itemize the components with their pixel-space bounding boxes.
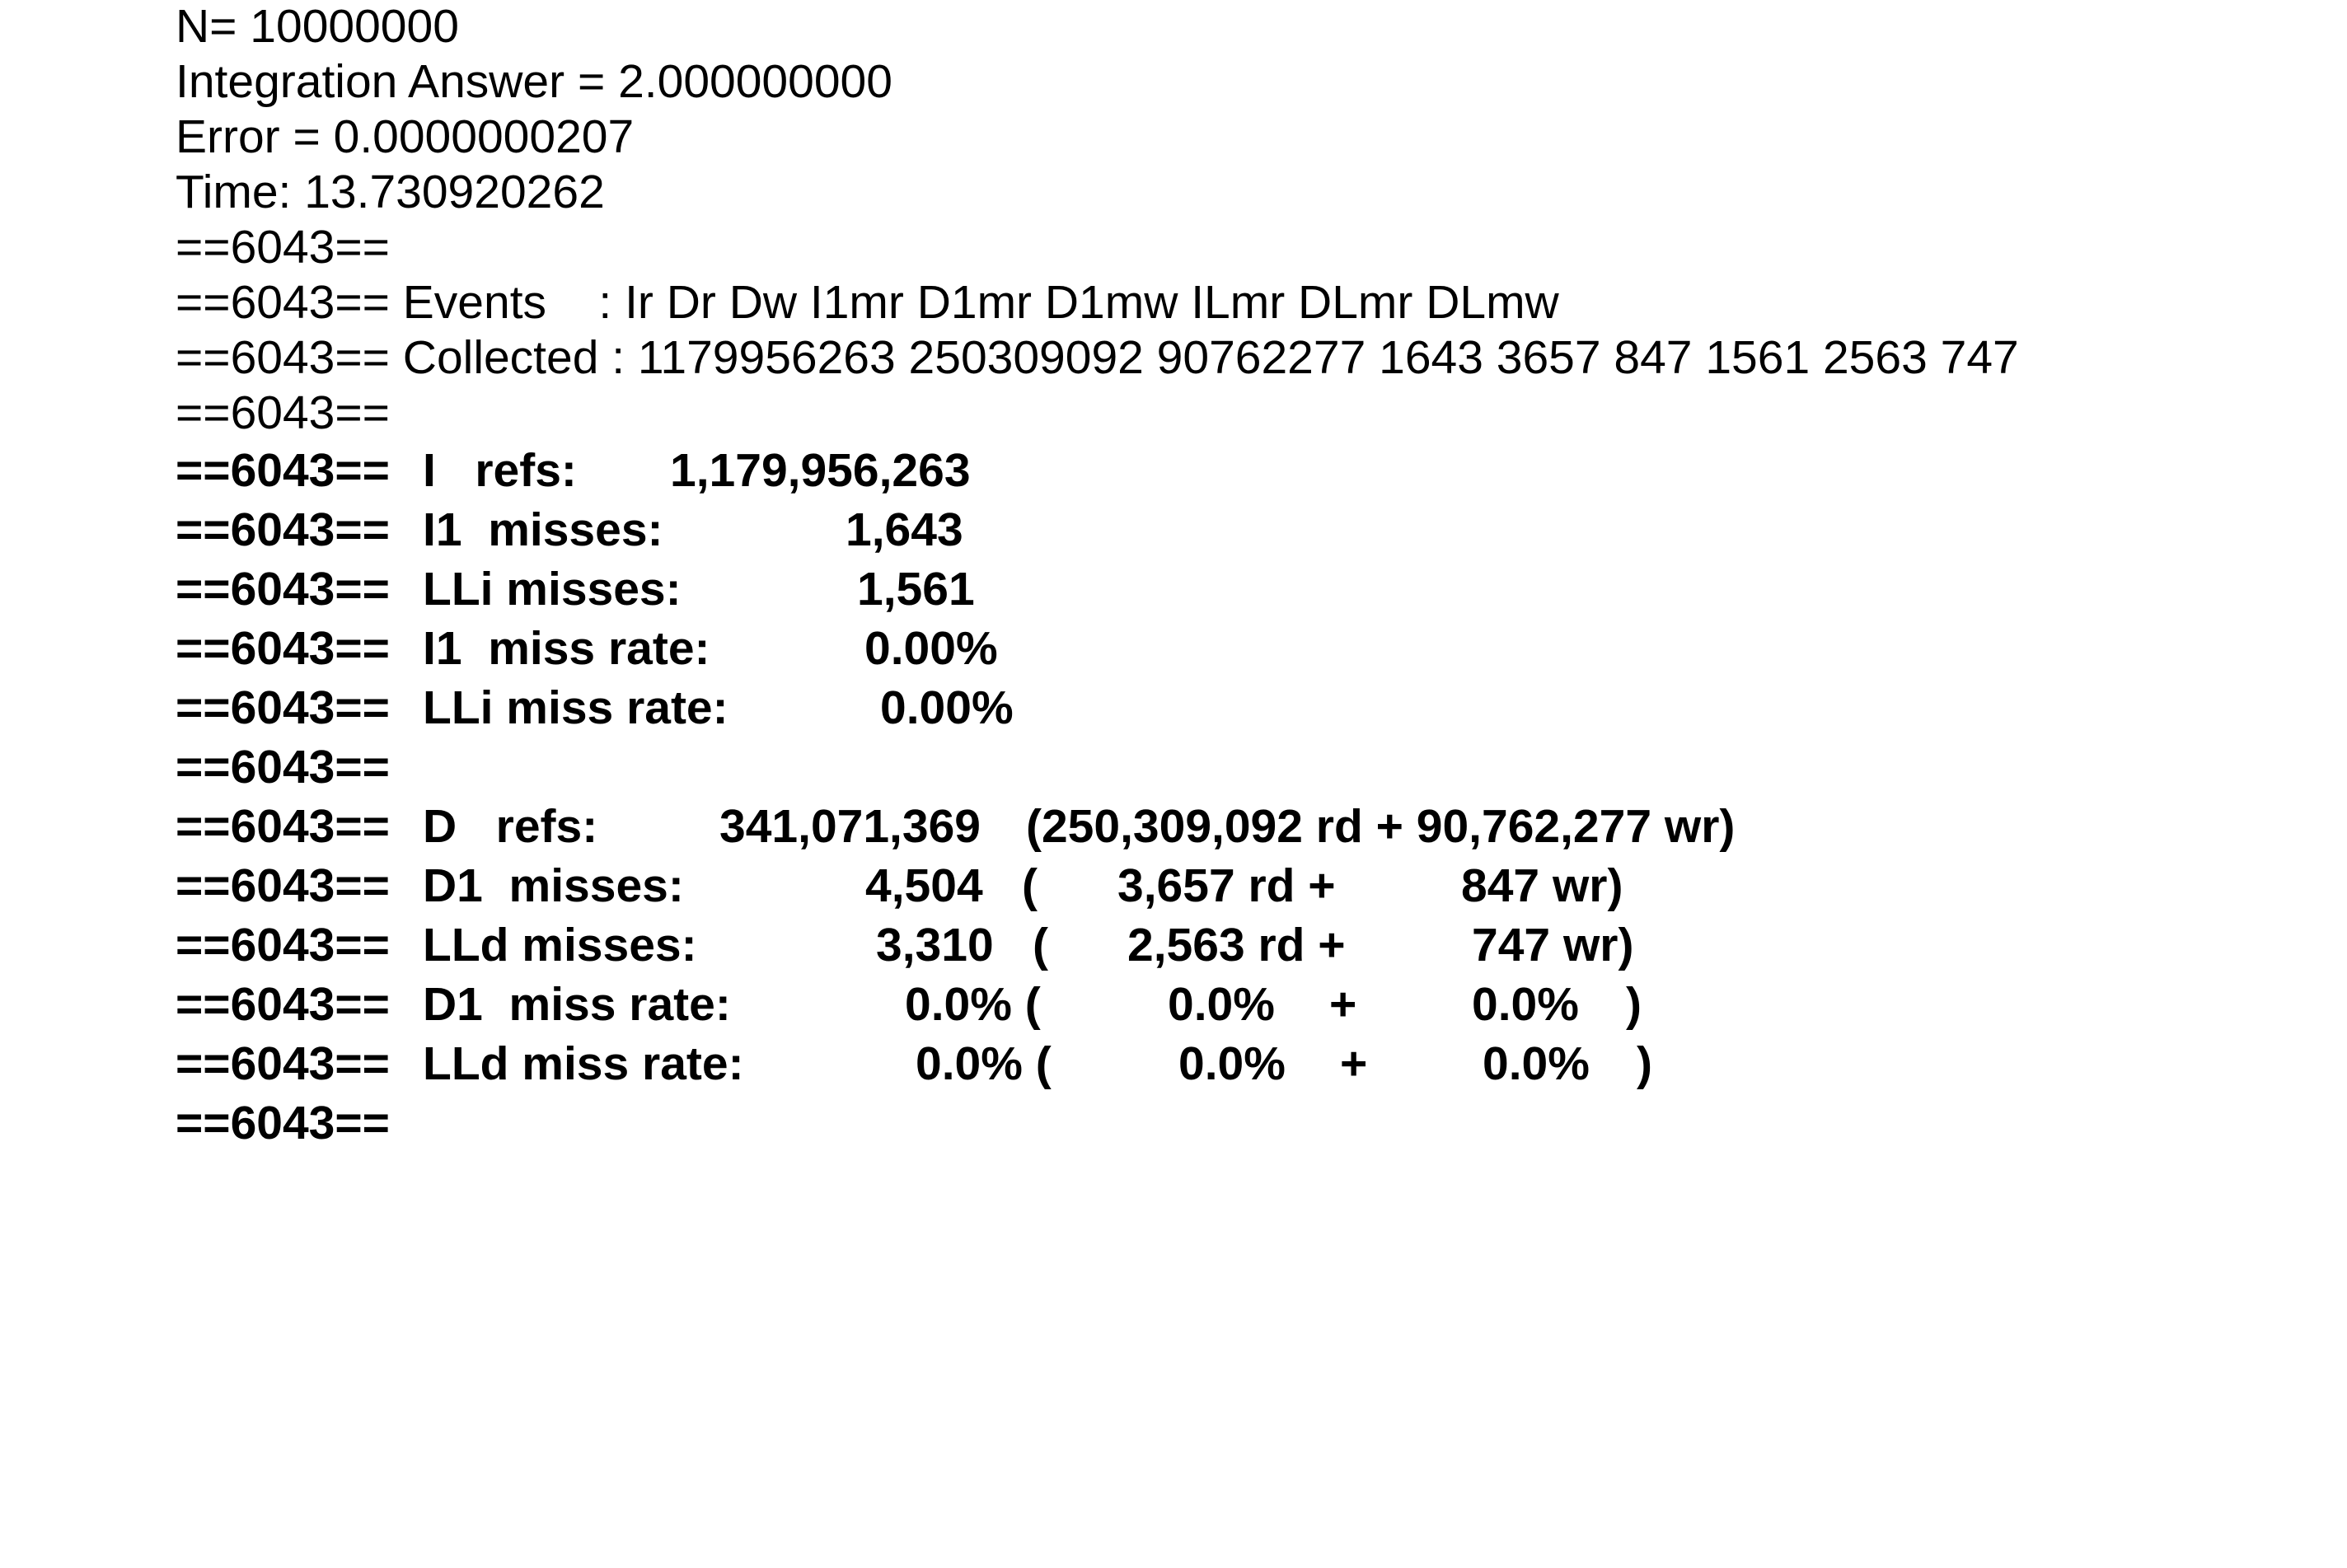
pid-blank-line: ==6043== bbox=[176, 1097, 390, 1149]
i1-miss-rate-row: ==6043== I1 miss rate: 0.00% bbox=[176, 619, 998, 678]
lli-misses-label: LLi misses: bbox=[423, 563, 682, 615]
d1-misses-row: ==6043== D1 misses: 4,504 ( 3,657 rd + 8… bbox=[176, 856, 1623, 915]
pid-prefix: ==6043== bbox=[176, 978, 390, 1031]
i-refs-label: I refs: bbox=[423, 444, 577, 497]
i1-misses-value: 1,643 bbox=[846, 503, 963, 556]
d1-miss-rate-value: 0.0% ( bbox=[905, 978, 1041, 1031]
d1-misses-label: D1 misses: bbox=[423, 859, 684, 912]
pid-prefix: ==6043== bbox=[176, 919, 390, 971]
lld-misses-rd: 2,563 rd + bbox=[1127, 919, 1346, 971]
i-refs-row: ==6043== I refs: 1,179,956,263 bbox=[176, 441, 971, 500]
n-line: N= 10000000 bbox=[176, 0, 459, 53]
pid-prefix: ==6043== bbox=[176, 800, 390, 853]
time-line: Time: 13.730920262 bbox=[176, 166, 605, 218]
integration-answer-line: Integration Answer = 2.000000000 bbox=[176, 55, 892, 108]
d1-miss-rate-plus: + bbox=[1329, 978, 1357, 1031]
d-refs-row: ==6043== D refs: 341,071,369 (250,309,09… bbox=[176, 797, 1735, 856]
pid-prefix: ==6043== bbox=[176, 1037, 390, 1090]
lli-miss-rate-row: ==6043== LLi miss rate: 0.00% bbox=[176, 678, 1014, 737]
pid-prefix: ==6043== bbox=[176, 859, 390, 912]
pid-prefix: ==6043== bbox=[176, 563, 390, 615]
pid-blank-line: ==6043== bbox=[176, 221, 390, 274]
lld-miss-rate-wr: 0.0% bbox=[1483, 1037, 1590, 1090]
i1-misses-label: I1 misses: bbox=[423, 503, 663, 556]
d-refs-label: D refs: bbox=[423, 800, 598, 853]
lld-misses-value: 3,310 bbox=[876, 919, 994, 971]
d1-misses-open: ( bbox=[1022, 859, 1038, 912]
d1-miss-rate-rd: 0.0% bbox=[1168, 978, 1275, 1031]
d1-miss-rate-label: D1 miss rate: bbox=[423, 978, 731, 1031]
events-line: ==6043== Events : Ir Dr Dw I1mr D1mr D1m… bbox=[176, 276, 1559, 329]
i1-misses-row: ==6043== I1 misses: 1,643 bbox=[176, 500, 963, 559]
lld-miss-rate-close: ) bbox=[1637, 1037, 1652, 1090]
d1-miss-rate-row: ==6043== D1 miss rate: 0.0% ( 0.0% + 0.0… bbox=[176, 975, 1642, 1034]
lli-misses-value: 1,561 bbox=[857, 563, 975, 615]
lld-miss-rate-value: 0.0% ( bbox=[916, 1037, 1052, 1090]
lld-misses-label: LLd misses: bbox=[423, 919, 697, 971]
pid-blank-line: ==6043== bbox=[176, 741, 390, 793]
lld-misses-row: ==6043== LLd misses: 3,310 ( 2,563 rd + … bbox=[176, 915, 1633, 975]
lli-misses-row: ==6043== LLi misses: 1,561 bbox=[176, 559, 975, 619]
d1-miss-rate-wr: 0.0% bbox=[1472, 978, 1579, 1031]
d1-misses-value: 4,504 bbox=[865, 859, 983, 912]
lli-miss-rate-value: 0.00% bbox=[880, 681, 1014, 734]
pid-prefix: ==6043== bbox=[176, 622, 390, 675]
error-line: Error = 0.0000000207 bbox=[176, 110, 635, 163]
lld-miss-rate-label: LLd miss rate: bbox=[423, 1037, 744, 1090]
collected-line: ==6043== Collected : 1179956263 25030909… bbox=[176, 331, 2019, 384]
lld-miss-rate-row: ==6043== LLd miss rate: 0.0% ( 0.0% + 0.… bbox=[176, 1034, 1652, 1093]
lli-miss-rate-label: LLi miss rate: bbox=[423, 681, 728, 734]
pid-prefix: ==6043== bbox=[176, 503, 390, 556]
program-output: N= 10000000 Integration Answer = 2.00000… bbox=[176, 0, 2318, 1173]
lld-miss-rate-rd: 0.0% bbox=[1178, 1037, 1286, 1090]
d1-misses-wr: 847 wr) bbox=[1461, 859, 1623, 912]
d1-misses-rd: 3,657 rd + bbox=[1117, 859, 1336, 912]
lld-misses-wr: 747 wr) bbox=[1472, 919, 1634, 971]
d-refs-value: 341,071,369 bbox=[719, 800, 981, 853]
d-refs-breakdown: (250,309,092 rd + 90,762,277 wr) bbox=[1026, 800, 1736, 853]
pid-blank-line: ==6043== bbox=[176, 386, 390, 439]
i-refs-value: 1,179,956,263 bbox=[670, 444, 971, 497]
lld-misses-open: ( bbox=[1033, 919, 1048, 971]
i1-miss-rate-value: 0.00% bbox=[864, 622, 998, 675]
pid-prefix: ==6043== bbox=[176, 444, 390, 497]
i1-miss-rate-label: I1 miss rate: bbox=[423, 622, 710, 675]
d1-miss-rate-close: ) bbox=[1626, 978, 1642, 1031]
lld-miss-rate-plus: + bbox=[1340, 1037, 1368, 1090]
pid-prefix: ==6043== bbox=[176, 681, 390, 734]
